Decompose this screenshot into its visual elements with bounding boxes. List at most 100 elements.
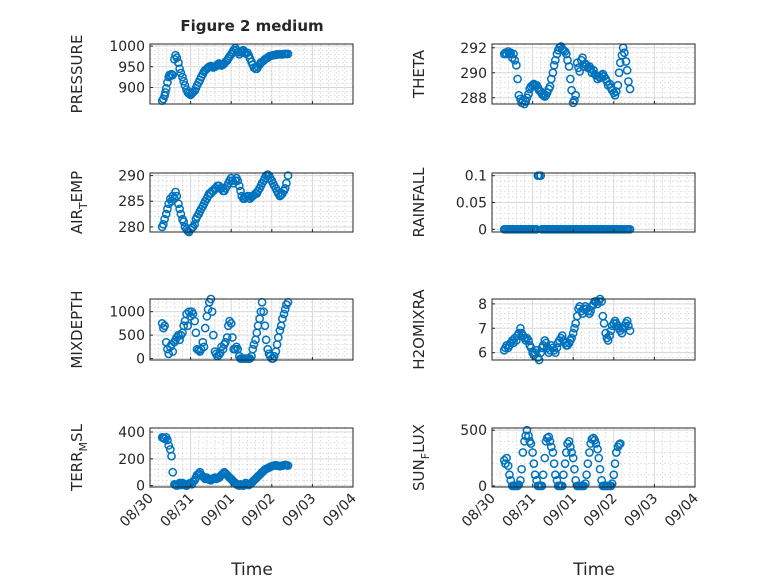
subplot-air-emp: 280 285 290 AIRTEMP — [68, 169, 354, 237]
data-point — [161, 88, 170, 97]
data-point — [233, 176, 243, 186]
x-tick-label: 08/30 — [459, 491, 499, 531]
data-point — [570, 464, 579, 474]
data-point — [545, 437, 555, 446]
x-tick-label: 09/03 — [279, 491, 319, 531]
x-tick-label: 09/04 — [320, 490, 360, 530]
data-point — [160, 321, 169, 331]
data-point — [161, 209, 171, 219]
x-axis-label-right: Time — [572, 560, 615, 580]
data-point — [279, 309, 289, 319]
y-tick-label: 400 — [118, 425, 145, 441]
data-point — [190, 219, 200, 229]
y-tick-label: 500 — [460, 423, 487, 439]
axes-frame — [491, 427, 696, 488]
data-point — [157, 319, 167, 328]
data-point — [183, 321, 193, 331]
data-point — [620, 48, 629, 58]
y-tick-label: 280 — [118, 220, 145, 236]
data-point — [178, 72, 187, 82]
x-axis-label-left: Time — [230, 560, 273, 580]
y-tick-label: 900 — [118, 80, 145, 96]
data-point — [544, 432, 554, 442]
data-point — [566, 442, 575, 452]
y-tick-label: 292 — [460, 41, 487, 57]
data-point — [222, 333, 232, 342]
data-point — [538, 470, 548, 480]
data-point — [199, 342, 209, 352]
subplot-terr-sl: 0 200 400 08/30 08/31 09/01 09/02 09/03 09/04 TER… — [68, 423, 360, 530]
y-tick-label: 290 — [118, 169, 145, 185]
data-point — [574, 63, 583, 73]
data-point — [278, 314, 287, 324]
data-point — [557, 331, 567, 340]
x-tick-label: 09/02 — [581, 491, 621, 531]
data-point — [566, 74, 575, 84]
y-tick-label: 200 — [118, 452, 145, 468]
data-point — [168, 347, 178, 356]
subplot-pressure: 900 950 1000 PRESSURE — [68, 35, 354, 114]
data-point — [589, 65, 598, 75]
data-point — [512, 60, 521, 70]
y-tick-label: 0 — [478, 222, 487, 238]
data-point — [524, 336, 533, 345]
data-point — [586, 306, 596, 316]
data-point — [503, 461, 513, 471]
y-tick-label: 0.1 — [465, 169, 487, 185]
data-point — [160, 214, 169, 224]
data-point — [579, 481, 589, 491]
data-point — [526, 439, 536, 448]
data-point — [528, 448, 537, 457]
data-point — [163, 435, 172, 445]
subplot-rainfall: 0 0.05 0.1 RAINFALL — [410, 167, 696, 238]
data-point — [234, 181, 244, 191]
y-tick-label: 288 — [460, 91, 487, 107]
data-point — [174, 199, 183, 209]
data-point — [282, 178, 291, 188]
data-point — [174, 58, 183, 67]
data-point — [615, 439, 625, 448]
y-tick-label: 1000 — [109, 39, 145, 55]
data-point — [200, 323, 210, 333]
data-point — [530, 470, 540, 480]
y-axis-label: RAINFALL — [410, 167, 428, 238]
data-point — [529, 459, 539, 468]
x-tick-label: 08/31 — [500, 491, 540, 531]
figure-title: Figure 2 medium — [180, 17, 323, 35]
data-point — [175, 64, 184, 74]
data-point — [548, 448, 558, 457]
data-point — [550, 470, 560, 480]
axes-frame — [491, 43, 696, 105]
data-point — [275, 326, 285, 335]
data-point — [625, 84, 635, 94]
data-point — [593, 444, 602, 454]
data-point — [517, 464, 526, 474]
data-point — [560, 459, 570, 468]
data-point — [624, 77, 633, 86]
data-point — [595, 464, 605, 474]
data-point — [524, 431, 533, 441]
data-point — [249, 340, 259, 349]
data-point — [571, 90, 580, 100]
data-point — [514, 480, 524, 490]
data-point — [175, 335, 184, 345]
data-point — [622, 65, 632, 75]
data-point — [163, 204, 172, 214]
data-point — [522, 425, 532, 435]
data-point — [609, 470, 619, 480]
data-point — [176, 68, 186, 78]
y-axis-label: TERRMSL — [68, 423, 90, 492]
data-point — [221, 337, 230, 347]
y-axis-label: PRESSURE — [68, 35, 86, 114]
data-point — [518, 448, 528, 457]
axes-frame — [491, 298, 696, 361]
y-tick-label: 0.05 — [456, 196, 487, 212]
data-point — [172, 191, 182, 201]
data-point — [516, 475, 525, 485]
data-point — [261, 335, 271, 345]
data-point — [198, 337, 208, 347]
data-point — [175, 204, 184, 214]
data-point — [176, 209, 186, 219]
y-tick-label: 950 — [118, 60, 145, 76]
